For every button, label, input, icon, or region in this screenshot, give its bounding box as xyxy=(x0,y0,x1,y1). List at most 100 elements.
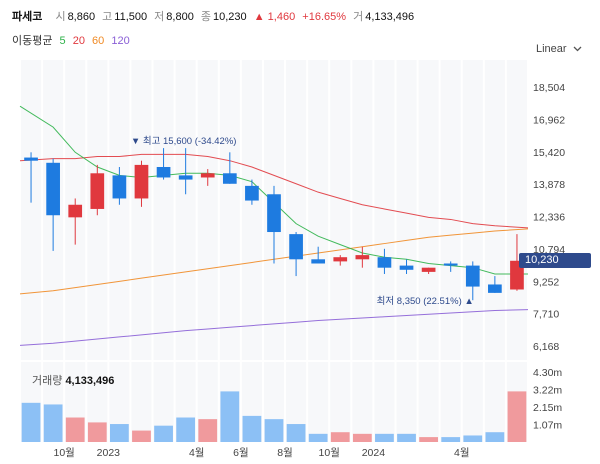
candle-body xyxy=(465,265,480,287)
volume-bar xyxy=(242,415,262,442)
chevron-down-icon xyxy=(573,46,582,52)
close-value: 10,230 xyxy=(213,11,247,23)
column-background xyxy=(396,362,417,442)
current-price-tag: 10,230 xyxy=(519,252,591,268)
candle-body xyxy=(200,173,215,178)
price-header: 파세코 시 8,860 고 11,500 저 8,800 종 10,230 ▲ 1,46… xyxy=(12,8,414,24)
column-background xyxy=(197,60,218,360)
volume-bar xyxy=(375,433,394,442)
price-chart[interactable]: 18,50416,96215,42013,87812,33610,7949,25… xyxy=(0,60,600,360)
column-background xyxy=(330,60,351,360)
volume-bar xyxy=(65,417,85,442)
column-background xyxy=(484,60,505,360)
candle-body xyxy=(421,267,436,272)
scale-dropdown[interactable]: Linear xyxy=(536,43,582,55)
high-annotation: ▼ 최고 15,600 (-34.42%) xyxy=(131,136,237,147)
volume-bar xyxy=(397,433,416,442)
low-annotation: 최저 8,350 (22.51%) ▲ xyxy=(377,296,474,307)
column-background xyxy=(462,362,483,442)
candle-body xyxy=(222,173,237,184)
volume-bar xyxy=(176,417,196,442)
ma-5-period: 5 xyxy=(59,35,66,47)
candle-body xyxy=(488,284,502,293)
volume-bar xyxy=(507,391,527,442)
candle-body xyxy=(24,157,38,161)
open-label: 시 xyxy=(55,11,66,23)
x-tick-label: 10월 xyxy=(319,447,340,459)
volume-panel-title: 거래량 xyxy=(32,375,63,387)
candle-body xyxy=(289,234,303,260)
column-background xyxy=(484,362,505,442)
y-tick-label: 7,710 xyxy=(533,309,559,321)
volume-bar xyxy=(154,425,173,442)
volume-bar xyxy=(132,430,151,442)
column-background xyxy=(131,60,152,360)
column-background xyxy=(153,60,174,360)
volume-tick-label: 4.30m xyxy=(533,367,562,379)
y-tick-label: 13,878 xyxy=(533,179,565,191)
scale-label: Linear xyxy=(536,43,567,55)
open-value: 8,860 xyxy=(67,11,96,23)
candle-body xyxy=(267,194,281,233)
candle-body xyxy=(311,259,326,264)
volume-bar xyxy=(463,435,483,442)
y-tick-label: 15,420 xyxy=(533,147,565,159)
candle-body xyxy=(46,162,60,216)
volume-label: 거 xyxy=(353,11,364,23)
volume-bar xyxy=(220,391,240,442)
volume-panel-value: 4,133,496 xyxy=(65,375,115,387)
volume-tick-label: 1.07m xyxy=(533,420,562,432)
moving-average-legend[interactable]: 이동평균 5 20 60 120 xyxy=(12,32,134,48)
volume-bar xyxy=(110,424,129,442)
x-tick-label: 8월 xyxy=(277,447,293,459)
ma-20-period: 20 xyxy=(72,35,85,47)
y-tick-label: 12,336 xyxy=(533,212,565,224)
column-background xyxy=(131,362,152,442)
ma-120-period: 120 xyxy=(111,35,130,47)
volume-tick-label: 2.15m xyxy=(533,402,562,414)
candle-body xyxy=(377,257,392,268)
change-percent: +16.65% xyxy=(302,11,347,23)
column-background xyxy=(109,60,130,360)
x-tick-label: 4월 xyxy=(454,447,470,459)
column-background xyxy=(241,60,262,360)
column-background xyxy=(440,362,461,442)
candle-body xyxy=(355,255,370,260)
column-background xyxy=(330,362,351,442)
volume-tick-label: 3.22m xyxy=(533,384,562,396)
y-tick-label: 18,504 xyxy=(533,82,565,94)
candle-body xyxy=(510,260,524,290)
column-background xyxy=(153,362,174,442)
candle-body xyxy=(112,175,127,199)
high-value: 11,500 xyxy=(114,11,148,23)
x-tick-label: 2023 xyxy=(97,447,121,459)
volume-bar xyxy=(485,432,505,442)
low-label: 저 xyxy=(154,11,165,23)
y-tick-label: 9,252 xyxy=(533,276,559,288)
candle-body xyxy=(156,166,171,178)
volume-bar xyxy=(352,433,372,442)
volume-bar xyxy=(87,422,107,442)
column-background xyxy=(87,362,108,442)
ma-label: 이동평균 xyxy=(12,35,53,47)
column-background xyxy=(308,362,329,442)
y-tick-label: 6,168 xyxy=(533,341,559,353)
column-background xyxy=(109,362,130,442)
column-background xyxy=(418,362,439,442)
candle-body xyxy=(399,265,414,270)
candle-body xyxy=(134,164,149,199)
column-background xyxy=(286,362,307,442)
volume-bar xyxy=(286,424,306,442)
column-background xyxy=(286,60,307,360)
x-tick-label: 2024 xyxy=(362,447,386,459)
volume-bar xyxy=(330,432,350,442)
close-label: 종 xyxy=(200,11,212,23)
change-value: ▲ 1,460 xyxy=(253,11,296,23)
column-background xyxy=(462,60,483,360)
low-value: 8,800 xyxy=(166,11,194,23)
candle-body xyxy=(245,185,259,201)
volume-bar xyxy=(308,433,328,442)
column-background xyxy=(506,60,527,360)
candle-body xyxy=(333,257,348,262)
volume-chart[interactable]: 4.30m 3.22m 2.15m 1.07m 10월 2023 4월 6월 8월 10월 2024… xyxy=(0,362,600,462)
